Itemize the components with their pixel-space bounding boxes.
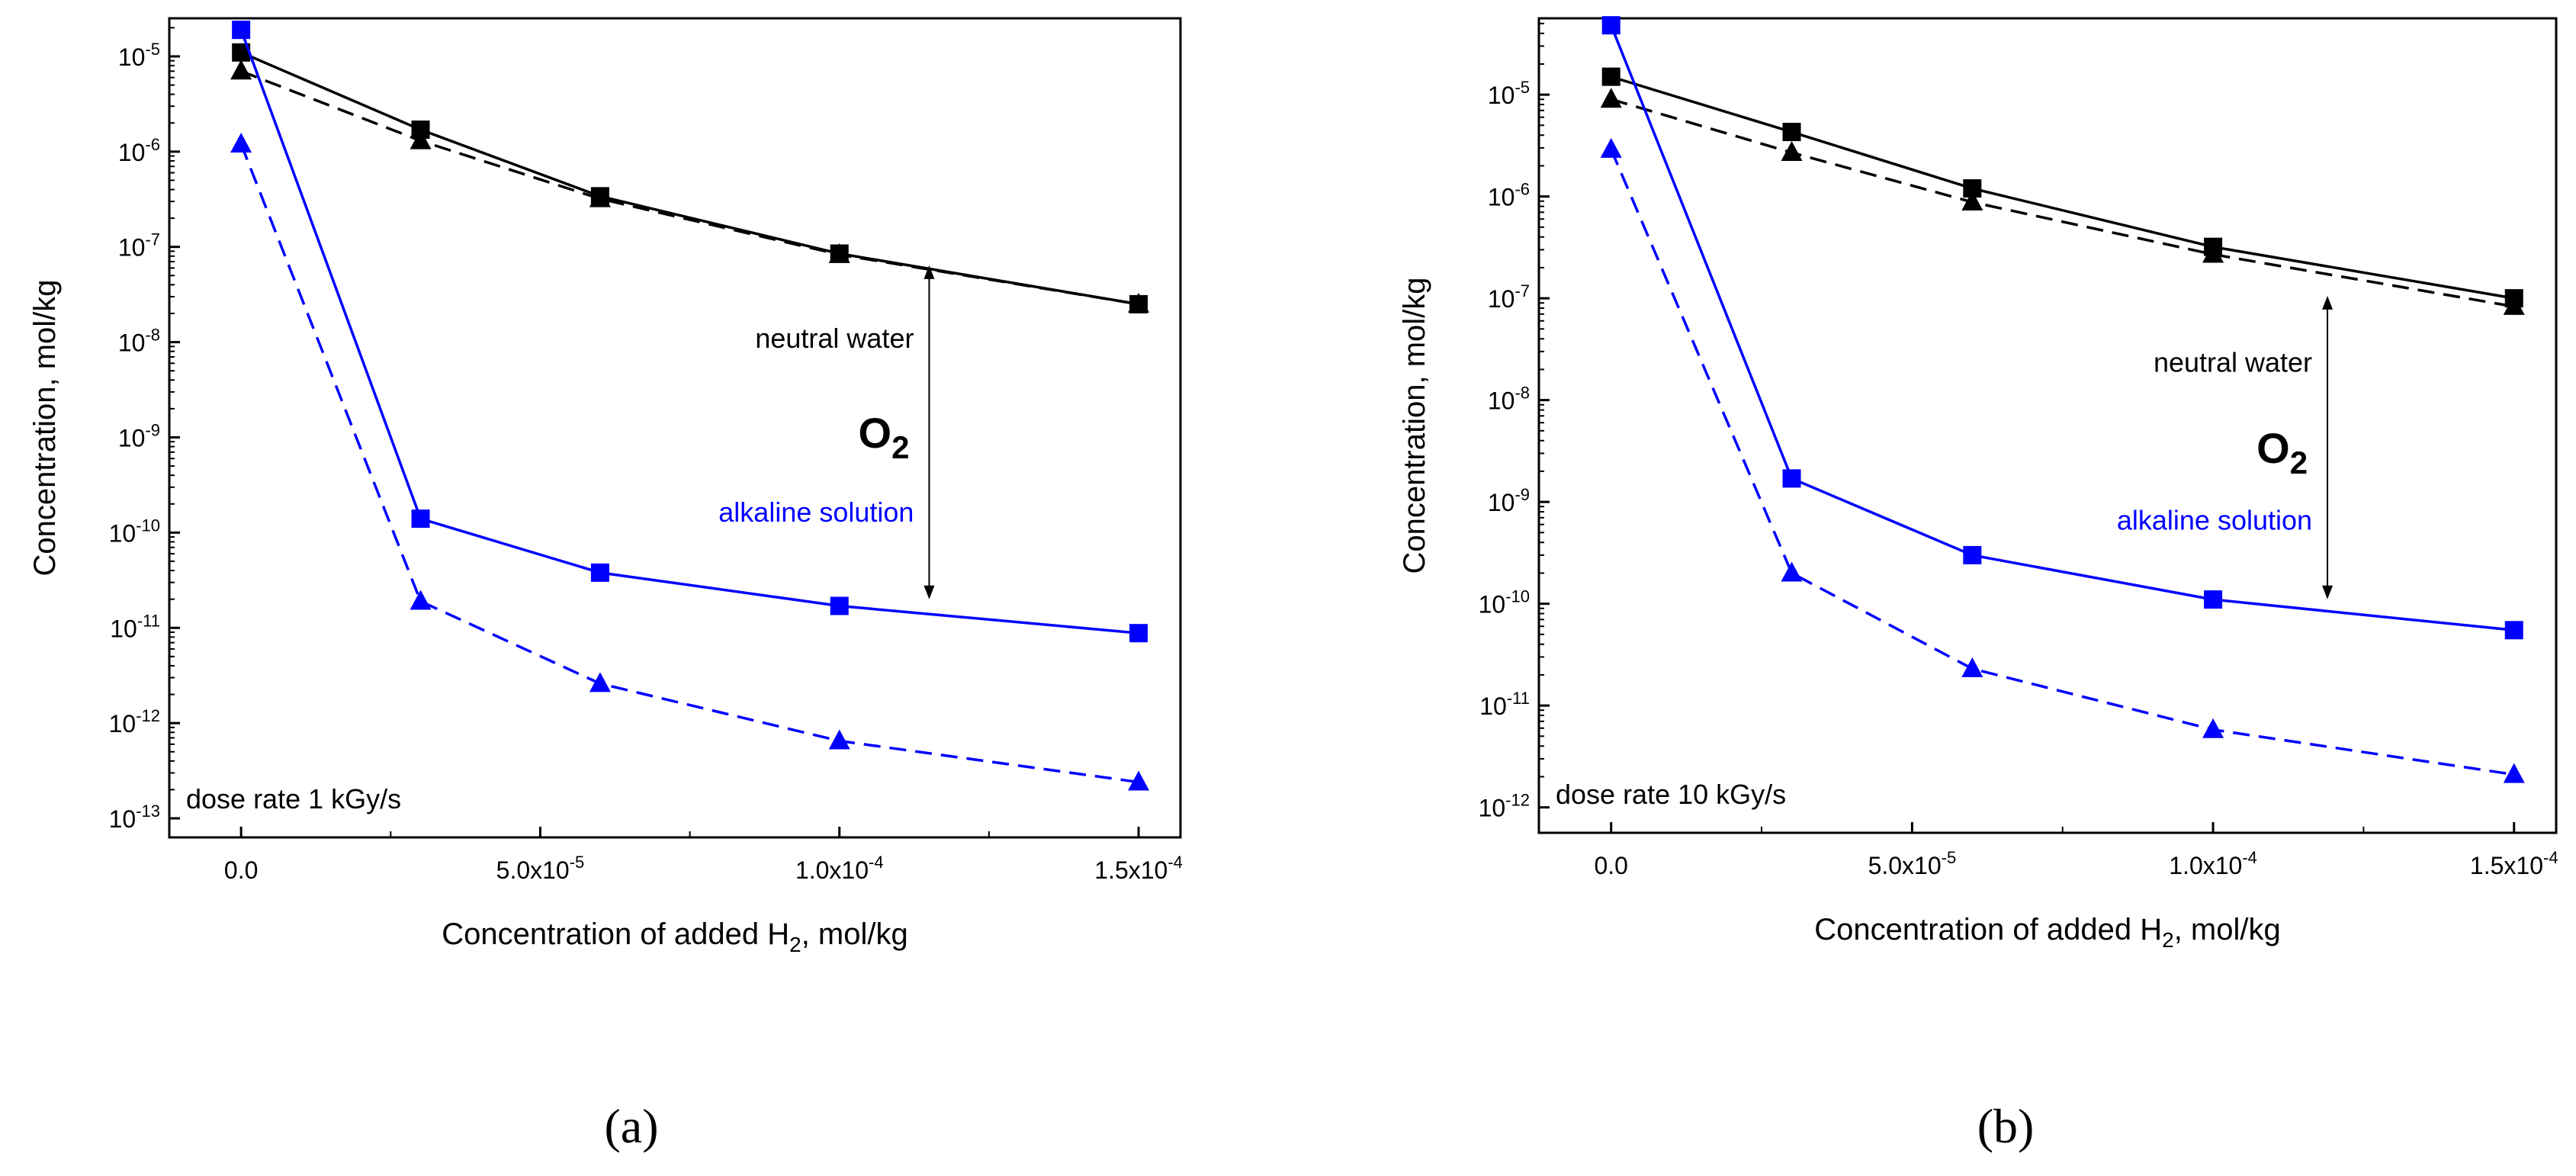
y-tick-label: 10-10 [1479,587,1530,619]
data-point-square [590,563,609,582]
data-point-square [1782,469,1801,488]
o2-arrow-head-down [2322,585,2333,599]
data-point-triangle [1781,561,1803,582]
data-point-triangle [828,729,850,750]
data-point-triangle [589,672,611,692]
data-point-square [2504,621,2523,640]
data-point-triangle [2202,243,2224,263]
series-line [1611,75,2515,300]
data-point-triangle [2202,718,2224,738]
o2-label: O2 [2256,424,2308,480]
o2-arrow-head-up [923,265,935,279]
panel-caption: (b) [1977,1099,2035,1153]
series-line [239,143,1139,784]
y-axis-title: Concentration, mol/kg [28,279,62,576]
data-point-square [1129,624,1148,643]
y-tick-label: 10-6 [118,135,160,166]
x-axis-title: Concentration of added H2, mol/kg [442,917,907,956]
y-tick-label: 10-12 [1479,791,1530,822]
y-tick-label: 10-9 [1488,485,1530,516]
data-point-square [232,43,251,62]
data-point-square [1782,123,1801,142]
y-tick-label: 10-13 [109,802,160,833]
x-tick-label: 5.0x10-5 [496,853,585,884]
data-point-triangle [828,243,850,263]
alkaline-solution-label: alkaline solution [2117,504,2312,535]
plot-frame [168,17,1182,839]
plot-frame [1537,17,2558,834]
x-tick-label: 1.5x10-4 [2470,848,2558,879]
x-tick-label: 1.5x10-4 [1094,853,1183,884]
series-line [1610,24,2514,632]
data-point-triangle [410,590,432,610]
y-tick-label: 10-9 [118,420,160,451]
data-point-triangle [230,59,252,80]
data-point-triangle [1961,657,1983,677]
y-tick-label: 10-11 [1479,689,1530,720]
y-tick-label: 10-7 [1488,281,1530,313]
x-axis-title: Concentration of added H2, mol/kg [1814,913,2280,952]
y-tick-label: 10-8 [118,326,160,357]
data-point-square [830,596,849,615]
data-point-triangle [1961,191,1983,211]
data-point-triangle [230,132,252,153]
data-point-triangle [2503,763,2525,783]
o2-label: O2 [859,409,910,465]
neutral-water-label: neutral water [755,323,914,354]
data-point-square [1963,545,1982,564]
x-tick-label: 1.0x10-4 [2169,848,2257,879]
o2-arrow-head-up [2322,295,2333,310]
panel-caption: (a) [604,1099,658,1153]
data-point-triangle [589,187,611,207]
data-point-triangle [1128,292,1150,313]
data-point-square [411,509,430,529]
y-axis-title: Concentration, mol/kg [1398,277,1431,574]
data-point-square [2204,590,2223,609]
data-point-triangle [2503,294,2525,315]
data-point-triangle [1600,88,1622,108]
data-point-square [1601,67,1620,86]
series-line [1610,149,2515,776]
x-tick-label: 5.0x10-5 [1868,848,1957,879]
series-line [240,69,1139,306]
y-tick-label: 10-5 [1488,78,1530,109]
y-tick-label: 10-10 [109,516,160,547]
series-line [240,51,1139,306]
y-tick-label: 10-6 [1488,180,1530,211]
x-tick-label: 0.0 [1594,852,1627,879]
y-tick-label: 10-8 [1488,384,1530,415]
panel-a: 10-5 10-6 10-7 10-8 10-9 10-10 10-11 10-12 10-13… [28,17,1183,1153]
x-tick-label: 1.0x10-4 [795,853,884,884]
data-point-triangle [1600,137,1622,158]
y-tick-label: 10-11 [110,611,160,642]
y-tick-label: 10-5 [118,40,160,71]
y-tick-label: 10-7 [118,230,160,262]
data-point-triangle [1781,141,1803,162]
dose-rate-label: dose rate 1 kGy/s [186,783,401,815]
series-line [239,29,1139,635]
data-point-square [1601,16,1620,35]
dose-rate-label: dose rate 10 kGy/s [1556,779,1786,810]
neutral-water-label: neutral water [2154,346,2312,378]
alkaline-solution-label: alkaline solution [718,496,914,528]
o2-arrow-head-down [923,585,935,599]
y-tick-label: 10-12 [109,706,160,737]
data-point-square [232,21,251,40]
panel-b: 10-5 10-6 10-7 10-8 10-9 10-10 10-11 10-12 0.0 5.… [1398,16,2558,1153]
data-point-triangle [1128,770,1150,791]
data-point-triangle [410,129,432,149]
x-tick-label: 0.0 [224,856,258,884]
